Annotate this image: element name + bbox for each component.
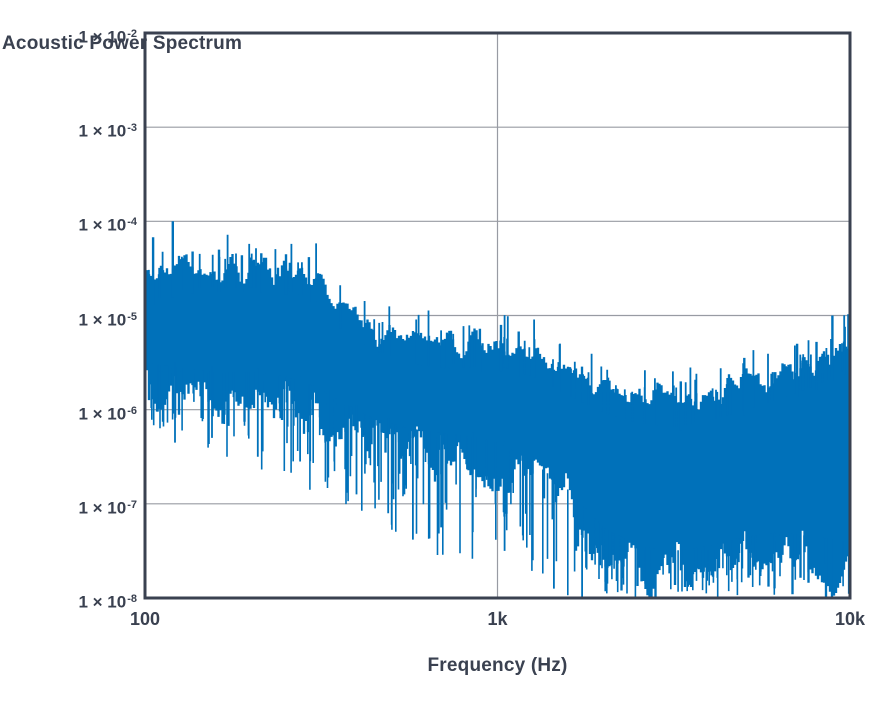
y-tick-label: 1 × 10-3 bbox=[78, 121, 137, 141]
spectrum-trace bbox=[146, 221, 849, 597]
plot-frame bbox=[143, 31, 852, 600]
y-tick-label: 1 × 10-7 bbox=[78, 498, 137, 518]
y-tick-label: 1 × 10-4 bbox=[78, 215, 137, 235]
spectrum-down-spikes bbox=[150, 363, 849, 597]
x-axis-title: Frequency (Hz) bbox=[427, 655, 568, 676]
spectrum-deep-nulls bbox=[174, 362, 583, 597]
y-tick-label: 1 × 10-6 bbox=[78, 404, 137, 424]
y-tick-label: 1 × 10-8 bbox=[78, 592, 137, 612]
y-tick-label: 1 × 10-5 bbox=[78, 310, 137, 330]
x-tick-label: 1k bbox=[487, 609, 508, 629]
x-tick-label: 100 bbox=[129, 609, 161, 629]
x-tick-label: 10k bbox=[834, 609, 866, 629]
spectrum-band bbox=[146, 254, 849, 597]
spectrum-peaks bbox=[151, 221, 849, 431]
y-tick-label: 1 × 10-2 bbox=[78, 27, 137, 47]
